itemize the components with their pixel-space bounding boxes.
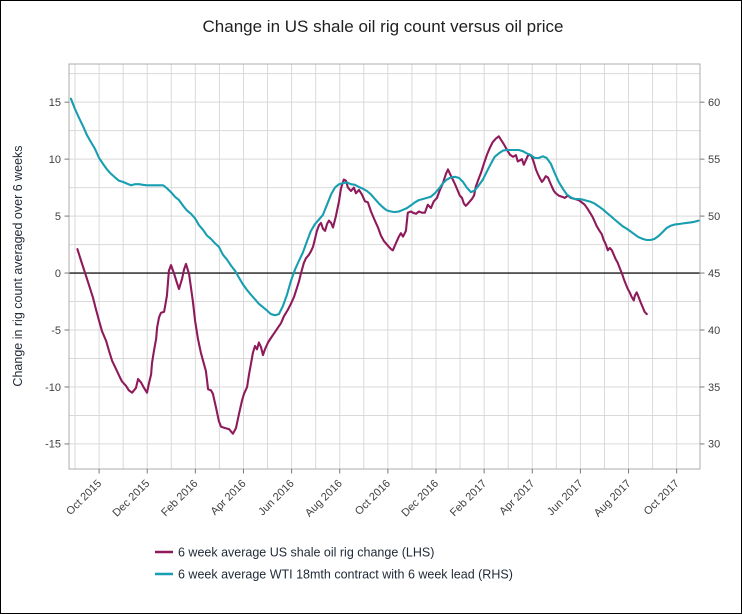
x-tick-label: Dec 2016 bbox=[399, 478, 441, 520]
y-tick-label-left: -5 bbox=[51, 325, 61, 337]
x-tick-label: Oct 2015 bbox=[64, 478, 104, 518]
y-tick-label-right: 40 bbox=[708, 325, 720, 337]
legend-label-lhs: 6 week average US shale oil rig change (… bbox=[178, 546, 434, 560]
y-tick-label-right: 55 bbox=[708, 154, 720, 166]
y-tick-label-left: -15 bbox=[45, 439, 61, 451]
x-tick-label: Feb 2016 bbox=[159, 478, 200, 519]
y-tick-label-right: 35 bbox=[708, 382, 720, 394]
panel-border bbox=[68, 63, 701, 470]
y-tick-label-left: 10 bbox=[49, 154, 61, 166]
series-line-rhs bbox=[69, 97, 700, 317]
series-line-lhs bbox=[76, 135, 648, 435]
legend-item-rhs: 6 week average WTI 18mth contract with 6… bbox=[155, 568, 513, 582]
x-tick-label: Oct 2016 bbox=[353, 478, 393, 518]
y-tick-label-left: 15 bbox=[49, 97, 61, 109]
y-tick-label-right: 50 bbox=[708, 211, 720, 223]
legend-label-rhs: 6 week average WTI 18mth contract with 6… bbox=[178, 568, 513, 582]
y-tick-label-left: 0 bbox=[55, 268, 61, 280]
x-tick-label: Jun 2016 bbox=[256, 478, 296, 518]
x-tick-label: Apr 2017 bbox=[497, 478, 537, 518]
x-tick-label: Oct 2017 bbox=[642, 478, 682, 518]
legend: 6 week average US shale oil rig change (… bbox=[155, 546, 513, 582]
y-tick-label-left: -10 bbox=[45, 382, 61, 394]
x-tick-label: Jun 2017 bbox=[545, 478, 585, 518]
x-tick-label: Apr 2016 bbox=[209, 478, 249, 518]
chart-title: Change in US shale oil rig count versus … bbox=[203, 17, 564, 36]
y-tick-label-left: 5 bbox=[55, 211, 61, 223]
legend-item-lhs: 6 week average US shale oil rig change (… bbox=[155, 546, 434, 560]
x-tick-label: Dec 2015 bbox=[111, 478, 153, 520]
x-tick-label: Aug 2017 bbox=[592, 478, 634, 520]
y-tick-label-right: 45 bbox=[708, 268, 720, 280]
y-tick-label-right: 30 bbox=[708, 439, 720, 451]
x-tick-label: Aug 2016 bbox=[303, 478, 345, 520]
y-tick-label-right: 60 bbox=[708, 97, 720, 109]
y-axis-title-left: Change in rig count averaged over 6 week… bbox=[11, 145, 25, 386]
x-tick-label: Feb 2017 bbox=[448, 478, 489, 519]
